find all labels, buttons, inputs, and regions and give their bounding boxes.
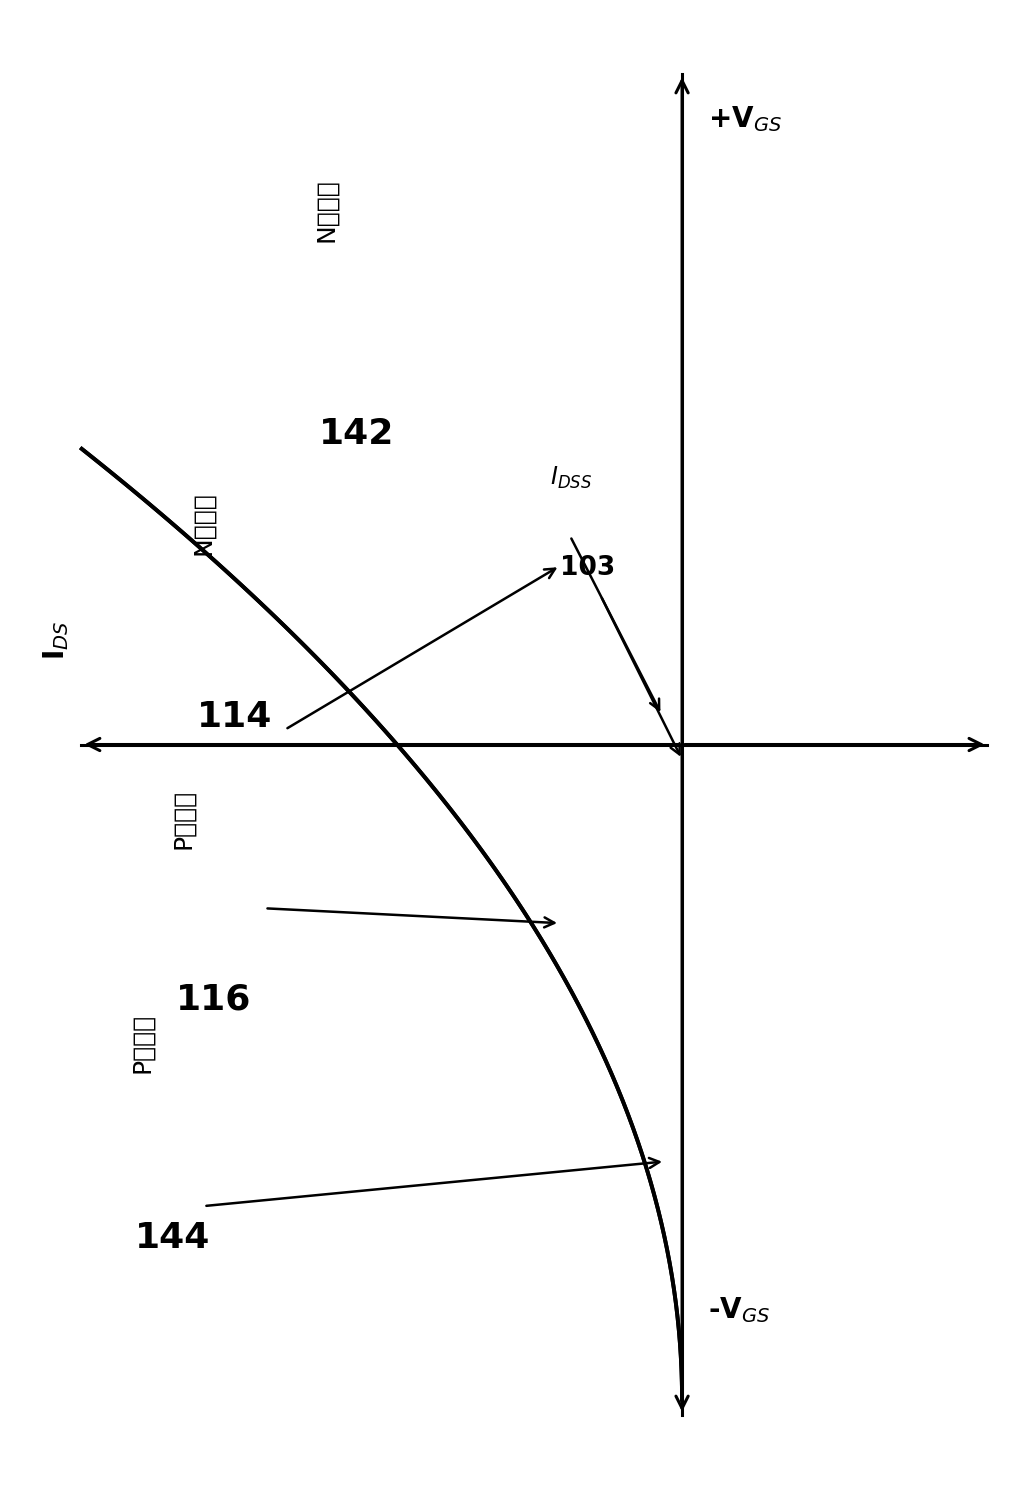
Text: -V$_{GS}$: -V$_{GS}$ [708,1295,770,1325]
Text: 142: 142 [319,417,394,451]
Text: P型增强: P型增强 [130,1013,155,1072]
Text: 116: 116 [176,983,251,1017]
Text: 114: 114 [196,700,272,734]
Text: N型增强: N型增强 [314,179,338,243]
Text: +V$_{GS}$: +V$_{GS}$ [708,104,782,134]
Text: 144: 144 [135,1221,211,1255]
Text: I$_{DSS}$: I$_{DSS}$ [550,465,592,491]
Text: P型耗尽: P型耗尽 [171,789,195,849]
Text: I$_{DS}$: I$_{DS}$ [41,621,70,660]
Text: 103: 103 [560,555,615,581]
Text: N型耗尽: N型耗尽 [191,491,216,555]
